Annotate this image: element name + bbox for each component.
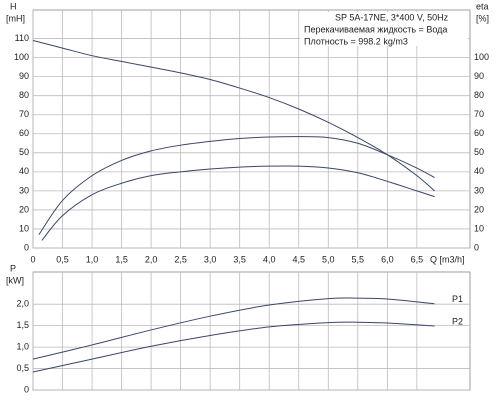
x-tick-label: 4,0 [263, 254, 276, 264]
y-tick-label: 50 [19, 147, 29, 157]
curve [38, 136, 435, 235]
plot-area [32, 9, 471, 249]
x-tick-label: 2,5 [174, 254, 187, 264]
y-tick-label: 90 [19, 71, 29, 81]
y-tick-label: 80 [19, 90, 29, 100]
x-tick-label: 1,5 [115, 254, 128, 264]
y-axis-label: P [10, 263, 16, 273]
y-tick-label: 1,5 [16, 320, 29, 330]
y-tick-label: 0 [24, 242, 29, 252]
y-tick-label: 20 [19, 204, 29, 214]
y-axis-unit: [mH] [6, 13, 25, 23]
y-axis-unit: [kW] [6, 275, 24, 285]
y2-axis-label: eta [476, 1, 489, 11]
x-tick-label: 6,0 [381, 254, 394, 264]
x-tick-label: 5,0 [322, 254, 335, 264]
y2-tick-label: 60 [474, 128, 484, 138]
x-tick-label: 0 [30, 254, 35, 264]
y-tick-label: 1,0 [16, 341, 29, 351]
annotation: Плотность = 998.2 kg/m3 [304, 36, 408, 46]
curve [41, 165, 435, 241]
y2-tick-label: 100 [474, 52, 489, 62]
y2-tick-label: 70 [474, 109, 484, 119]
x-tick-label: 0,5 [56, 254, 69, 264]
y-axis-label: H [10, 1, 17, 11]
y-tick-label: 70 [19, 109, 29, 119]
y2-tick-label: 50 [474, 147, 484, 157]
curve [32, 297, 435, 360]
x-tick-label: 4,5 [292, 254, 305, 264]
y-tick-label: 30 [19, 185, 29, 195]
y-tick-label: 10 [19, 223, 29, 233]
y-tick-label: 0 [24, 384, 29, 394]
y2-tick-label: 10 [474, 223, 484, 233]
x-tick-label: 2,0 [145, 254, 158, 264]
annotation-box [300, 12, 468, 46]
x-axis-label: Q [m3/h] [430, 254, 465, 264]
y-tick-label: 40 [19, 166, 29, 176]
curve [32, 39, 435, 192]
plot-area [32, 271, 471, 391]
x-tick-label: 5,5 [352, 254, 365, 264]
y-tick-label: 100 [14, 52, 29, 62]
y2-tick-label: 90 [474, 71, 484, 81]
y2-tick-label: 20 [474, 204, 484, 214]
curve-label: P1 [452, 294, 463, 304]
annotation: Перекачиваемая жидкость = Вода [304, 24, 447, 34]
curve-label: P2 [452, 316, 463, 326]
y2-tick-label: 40 [474, 166, 484, 176]
y2-tick-label: 30 [474, 185, 484, 195]
y-tick-label: 110 [15, 33, 29, 43]
annotation: SP 5A-17NE, 3*400 V, 50Hz [335, 12, 449, 22]
y2-axis-unit: [%] [476, 13, 489, 23]
y-tick-label: 2,0 [16, 299, 29, 309]
x-tick-label: 3,5 [233, 254, 246, 264]
curve [32, 321, 435, 373]
y-tick-label: 0,5 [16, 363, 29, 373]
y2-tick-label: 80 [474, 90, 484, 100]
x-tick-label: 1,0 [86, 254, 99, 264]
y2-tick-label: 0 [474, 242, 479, 252]
x-tick-label: 3,0 [204, 254, 217, 264]
x-tick-label: 6,5 [411, 254, 424, 264]
y-tick-label: 60 [19, 128, 29, 138]
